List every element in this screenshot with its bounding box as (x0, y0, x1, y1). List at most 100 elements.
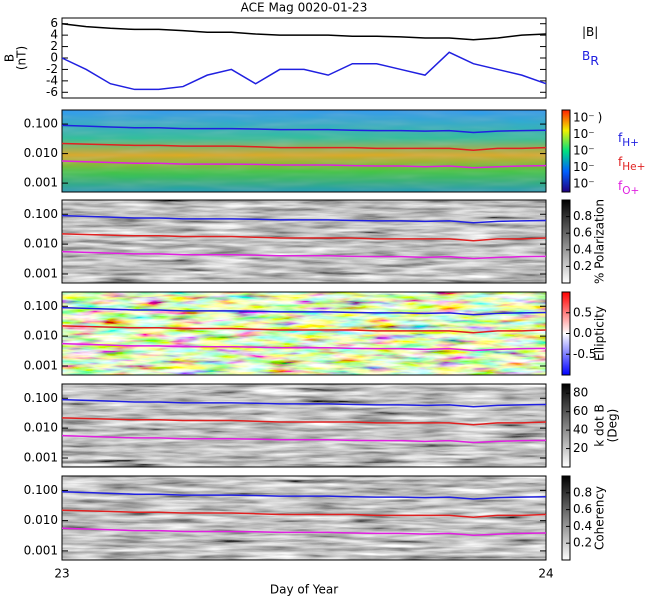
y-tick-label: 0.001 (24, 176, 58, 190)
colorbar-tick-label: 10⁻ (573, 160, 595, 174)
y-tick-label: 0.001 (24, 359, 58, 373)
y-tick-label: 0.010 (24, 421, 58, 435)
line-series (61, 306, 547, 316)
colorbar-tick-label: 0.2 (573, 536, 592, 550)
y-tick-label: 0.100 (24, 391, 58, 405)
y-tick-label: 0.010 (24, 146, 58, 160)
line-series (61, 509, 547, 518)
y-tick-label: 0.001 (24, 267, 58, 281)
legend-label: fH+ (618, 131, 639, 150)
y-tick-label: 0.001 (24, 451, 58, 465)
line-series (61, 342, 547, 352)
spectrogram (62, 384, 546, 467)
line-series (61, 51, 547, 91)
colorbar-tick-label: 60 (573, 404, 588, 418)
colorbar-tick-label: 80 (573, 386, 588, 400)
y-axis-label: (nT) (15, 46, 29, 70)
plot-frame (61, 199, 547, 284)
plot-frame (61, 475, 547, 561)
legend-label: fO+ (618, 179, 639, 198)
line-series (61, 250, 547, 260)
y-tick-label: 0.100 (24, 299, 58, 313)
line-series (61, 214, 547, 224)
colorbar-tick-label: 0.2 (573, 259, 592, 273)
colorbar-tick-label: 10⁻ (573, 111, 595, 125)
spectrogram-texture (62, 110, 546, 192)
colorbar-title: k dot B (593, 404, 607, 446)
colorbar-title: ) (598, 111, 603, 125)
line-series (61, 434, 547, 444)
colorbar-tick-label: 0.5 (573, 305, 592, 319)
legend-sub: H+ (622, 137, 639, 149)
colorbar-tick-label: 0.8 (573, 485, 592, 499)
colorbar-title: % Polarization (593, 199, 607, 284)
colorbar-tick-label: 10⁻ (573, 144, 595, 158)
colorbar (561, 109, 571, 193)
line-series (61, 325, 547, 334)
line-series (61, 160, 547, 169)
line-series (61, 233, 547, 242)
colorbar (561, 475, 571, 561)
y-tick-label: 0 (50, 51, 58, 65)
colorbar-tick-label: 20 (573, 441, 588, 455)
y-tick-label: 0.100 (24, 207, 58, 221)
line-series (61, 22, 547, 41)
colorbar-title: Coherency (593, 486, 607, 550)
colorbar-tick-label: -0.5 (573, 347, 596, 361)
legend-name: |B| (582, 25, 598, 39)
legend-name: f (618, 131, 623, 145)
line-series (61, 142, 547, 151)
legend-label: BR (582, 49, 599, 68)
colorbar-tick-label: 0.6 (573, 502, 592, 516)
line-series (61, 417, 547, 426)
x-tick-label: 23 (54, 567, 69, 581)
colorbar (561, 383, 571, 468)
legend-name: f (618, 155, 623, 169)
y-tick-label: -4 (46, 73, 58, 87)
line-series (61, 124, 547, 134)
y-tick-label: 2 (50, 39, 58, 53)
legend-label: |B| (582, 25, 598, 39)
colorbar-tick-label: 10⁻ (573, 127, 595, 141)
colorbar-tick-label: 0.8 (573, 209, 592, 223)
plot-frame (61, 383, 547, 468)
colorbar-tick-label: 0.6 (573, 226, 592, 240)
colorbar-tick-label: 0.4 (573, 519, 592, 533)
plot-frame (61, 291, 547, 376)
chart-title: ACE Mag 0020-01-23 (241, 1, 368, 15)
legend-sub: O+ (622, 185, 639, 197)
legend-name: B (582, 49, 590, 63)
colorbar-title: Ellipticity (593, 306, 607, 361)
y-tick-label: 4 (50, 28, 58, 42)
y-tick-label: -6 (46, 85, 58, 99)
y-tick-label: 0.001 (24, 543, 58, 557)
spectrogram (62, 200, 546, 283)
line-series (61, 398, 547, 408)
colorbar-tick-label: 0.4 (573, 242, 592, 256)
colorbar-tick-label: 40 (573, 423, 588, 437)
legend-label: fHe+ (618, 155, 645, 174)
y-tick-label: 0.010 (24, 329, 58, 343)
x-axis-label: Day of Year (270, 583, 338, 597)
line-series (61, 491, 547, 500)
y-tick-label: 0.010 (24, 237, 58, 251)
line-series (61, 527, 547, 536)
y-tick-label: 0.010 (24, 513, 58, 527)
colorbar-tick-label: 10⁻ (573, 177, 595, 191)
colorbar-title: (Deg) (606, 409, 620, 443)
legend-sub: R (590, 53, 599, 68)
colorbar-tick-label: 0.0 (573, 326, 592, 340)
colorbar (561, 199, 571, 284)
x-tick-label: 24 (538, 567, 553, 581)
y-tick-label: -2 (46, 62, 58, 76)
plot-frame (61, 109, 547, 193)
legend-name: f (618, 179, 623, 193)
spectrogram (62, 476, 546, 560)
legend-sub: He+ (622, 161, 645, 173)
y-tick-label: 0.100 (24, 483, 58, 497)
y-tick-label: 0.100 (24, 117, 58, 131)
spectrogram (62, 292, 546, 375)
y-tick-label: 6 (50, 16, 58, 30)
y-axis-label: B (3, 54, 17, 62)
